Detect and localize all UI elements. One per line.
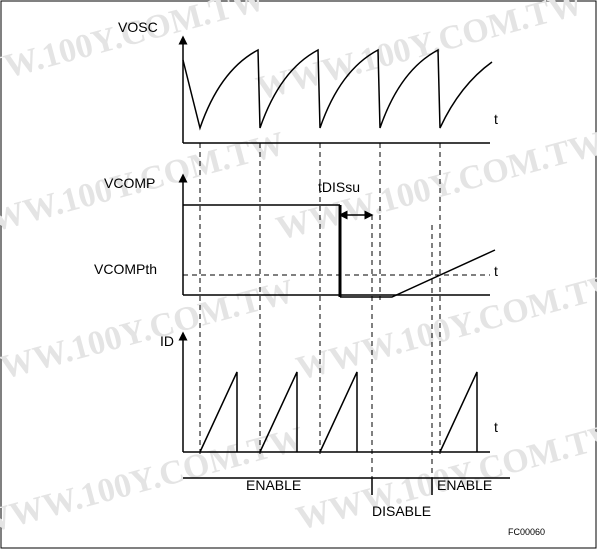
- axis-label: t: [494, 111, 498, 127]
- vosc-label: VOSC: [118, 19, 158, 35]
- figure-code: FC00060: [508, 527, 545, 537]
- state-label: ENABLE: [246, 477, 301, 493]
- state-label: DISABLE: [372, 503, 431, 519]
- id-panel: ID t: [160, 331, 498, 453]
- axis-label: t: [494, 263, 498, 279]
- vcomp-panel: VCOMP VCOMPth tDISsu t: [94, 173, 498, 298]
- threshold-label: VCOMPth: [94, 261, 157, 277]
- vcomp-label: VCOMP: [104, 175, 155, 191]
- axis-label: t: [494, 419, 498, 435]
- state-label: ENABLE: [437, 477, 492, 493]
- vosc-panel: VOSC t: [118, 19, 498, 144]
- state-bar: ENABLE DISABLE ENABLE FC00060: [183, 477, 545, 537]
- delay-label: tDISsu: [318, 179, 360, 195]
- id-label: ID: [160, 333, 174, 349]
